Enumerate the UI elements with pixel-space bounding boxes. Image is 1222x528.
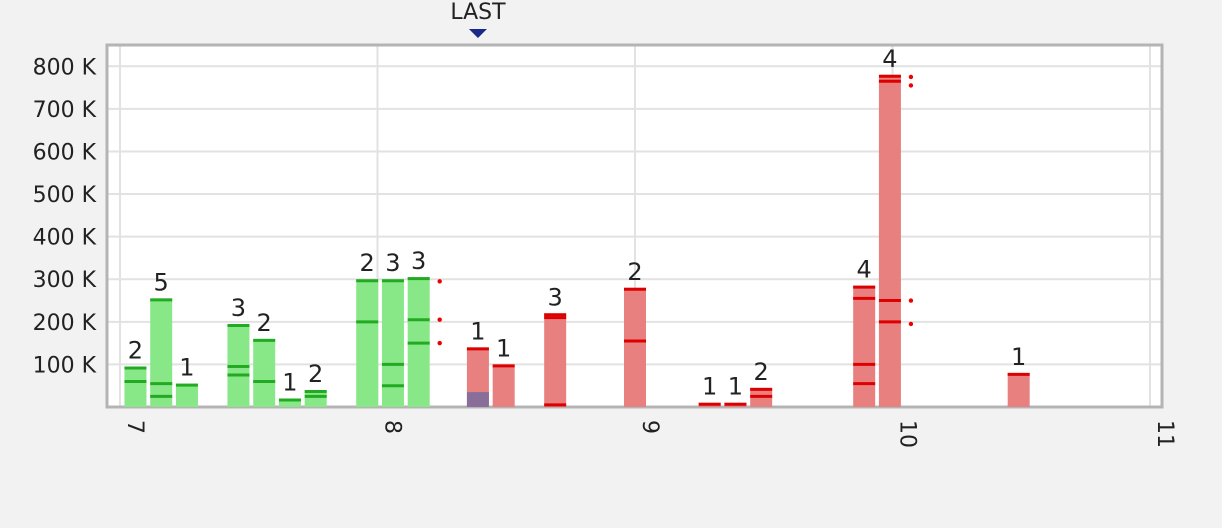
bar — [304, 389, 327, 407]
bar-count-label: 1 — [728, 373, 743, 401]
bar-count-label: 1 — [496, 334, 511, 362]
bar-dot — [437, 340, 442, 346]
bar — [356, 279, 379, 407]
bar-count-label: 2 — [754, 358, 769, 386]
last-marker-triangle-icon — [468, 29, 487, 38]
y-tick-label: 800 K — [33, 55, 97, 80]
bar-dot — [908, 298, 914, 303]
bar — [492, 364, 515, 407]
bar-dot — [908, 83, 914, 88]
y-tick-label: 600 K — [33, 140, 97, 165]
bar-count-label: 2 — [627, 258, 642, 286]
y-tick-label: 200 K — [33, 311, 97, 336]
y-tick-label: 500 K — [33, 183, 97, 208]
bar-count-label: 1 — [282, 368, 297, 396]
bar-count-label: 1 — [1011, 343, 1026, 371]
bar — [124, 366, 147, 407]
bar-count-label: 1 — [470, 317, 485, 345]
x-tick-label: 8 — [380, 420, 405, 434]
last-marker: LAST — [450, 0, 506, 38]
bar — [150, 298, 173, 407]
bar — [1007, 372, 1030, 407]
bar-count-label: 2 — [360, 249, 375, 277]
x-tick-label: 7 — [122, 420, 147, 434]
bar — [624, 287, 646, 407]
bar — [175, 383, 198, 407]
y-axis-ticks: 100 K 200 K 300 K 400 K 500 K 600 K 700 K 800 K — [33, 55, 97, 378]
bar-count-label: 2 — [308, 360, 323, 388]
bar-segment-purple — [466, 392, 489, 407]
bar-count-label: 3 — [385, 249, 400, 277]
bar-count-label: 3 — [411, 247, 426, 275]
bar — [544, 313, 567, 407]
bar-count-label: 4 — [857, 256, 872, 284]
x-tick-label: 9 — [637, 420, 662, 434]
bar-count-label: 1 — [179, 354, 194, 382]
bar-dot — [908, 321, 914, 327]
bar — [878, 74, 901, 407]
last-marker-label: LAST — [450, 0, 506, 25]
bar-count-label: 3 — [231, 294, 246, 322]
x-tick-label: 10 — [895, 420, 920, 448]
bar-count-label: 1 — [702, 373, 717, 401]
bar-count-label: 2 — [128, 337, 143, 365]
bar-dot — [437, 317, 442, 322]
bar-count-label: 5 — [154, 268, 169, 296]
bar — [253, 338, 276, 407]
x-axis-ticks: 7 8 9 10 11 — [122, 420, 1177, 448]
y-tick-label: 100 K — [33, 353, 97, 378]
bar-count-label: 3 — [548, 283, 563, 311]
bar-count-label: 2 — [257, 309, 272, 337]
bar — [278, 398, 301, 407]
bar — [381, 279, 404, 407]
bar-dot — [908, 74, 914, 80]
bar-count-label: 4 — [882, 45, 897, 73]
y-tick-label: 700 K — [33, 98, 97, 123]
y-tick-label: 300 K — [33, 268, 97, 293]
y-tick-label: 400 K — [33, 226, 97, 251]
bar-dot — [437, 279, 442, 284]
x-tick-label: 11 — [1152, 420, 1177, 448]
bar — [853, 285, 876, 407]
